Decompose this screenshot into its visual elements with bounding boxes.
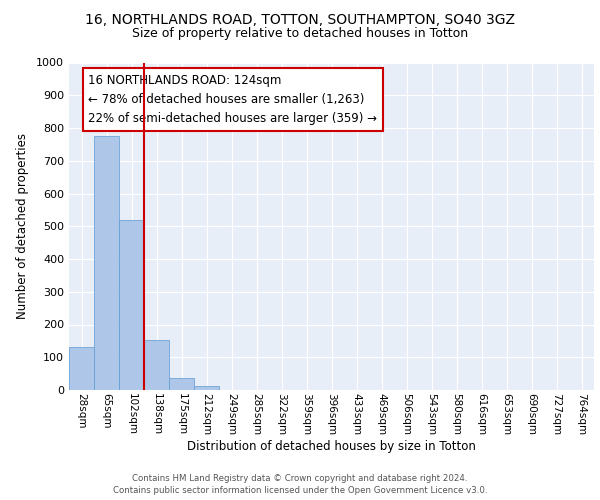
Bar — [144, 340, 169, 390]
Bar — [194, 386, 219, 390]
Bar — [69, 348, 94, 390]
Text: 16, NORTHLANDS ROAD, TOTTON, SOUTHAMPTON, SO40 3GZ: 16, NORTHLANDS ROAD, TOTTON, SOUTHAMPTON… — [85, 12, 515, 26]
Bar — [169, 378, 194, 390]
Bar — [94, 136, 119, 390]
Bar — [119, 220, 144, 390]
X-axis label: Distribution of detached houses by size in Totton: Distribution of detached houses by size … — [187, 440, 476, 454]
Text: Contains HM Land Registry data © Crown copyright and database right 2024.
Contai: Contains HM Land Registry data © Crown c… — [113, 474, 487, 495]
Text: Size of property relative to detached houses in Totton: Size of property relative to detached ho… — [132, 28, 468, 40]
Text: 16 NORTHLANDS ROAD: 124sqm
← 78% of detached houses are smaller (1,263)
22% of s: 16 NORTHLANDS ROAD: 124sqm ← 78% of deta… — [89, 74, 377, 125]
Y-axis label: Number of detached properties: Number of detached properties — [16, 133, 29, 320]
